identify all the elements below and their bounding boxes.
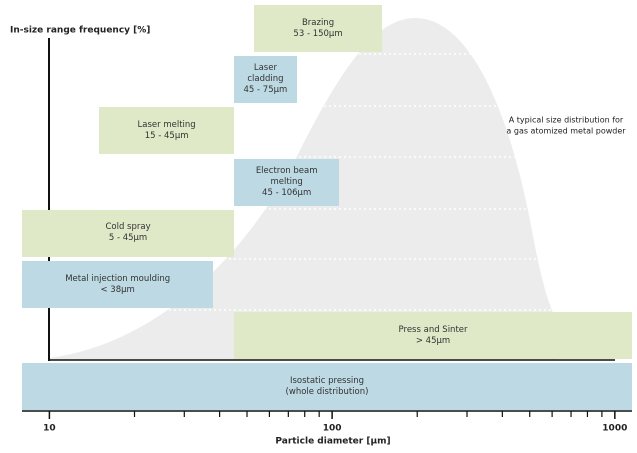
x-tick-label: 1000 (602, 424, 627, 434)
annotation: a gas atomized metal powder (506, 127, 626, 136)
range-name: Cold spray (105, 222, 151, 233)
range-box: Laser melting 15 - 45µm (99, 107, 235, 155)
range-name: Isostatic pressing (289, 375, 365, 386)
range-label: 15 - 45µm (144, 130, 189, 141)
x-tick-label: 10 (43, 424, 56, 434)
x-tick-label: 100 (323, 424, 342, 434)
row-separators (49, 53, 632, 311)
range-name: Electron beam melting (255, 165, 318, 187)
range-name: Metal injection moulding (65, 273, 171, 284)
x-axis-title: Particle diameter [µm] (275, 437, 390, 447)
range-label: 45 - 106µm (262, 187, 312, 198)
range-box: Press and Sinter > 45µm (234, 312, 632, 360)
range-label: 5 - 45µm (108, 233, 148, 244)
annotation: A typical size distribution for (509, 116, 624, 125)
range-label: < 38µm (100, 284, 135, 295)
range-name: Laser melting (137, 119, 196, 130)
range-box: Cold spray 5 - 45µm (22, 209, 235, 257)
range-box: Metal injection moulding < 38µm (22, 261, 214, 308)
range-name: Brazing (301, 17, 335, 28)
range-box: Laser cladding 45 - 75µm (234, 56, 297, 104)
range-box: Isostatic pressing (whole distribution) (22, 363, 632, 411)
range-label: > 45µm (415, 335, 451, 346)
range-name: Laser cladding (247, 63, 284, 85)
range-label: (whole distribution) (285, 386, 369, 397)
range-label: 53 - 150µm (293, 28, 343, 39)
range-box: Brazing 53 - 150µm (254, 5, 382, 52)
y-axis-title: In-size range frequency [%] (10, 26, 150, 36)
range-box: Electron beam melting 45 - 106µm (234, 158, 340, 206)
range-label: 45 - 75µm (243, 85, 288, 96)
range-name: Press and Sinter (398, 324, 468, 335)
